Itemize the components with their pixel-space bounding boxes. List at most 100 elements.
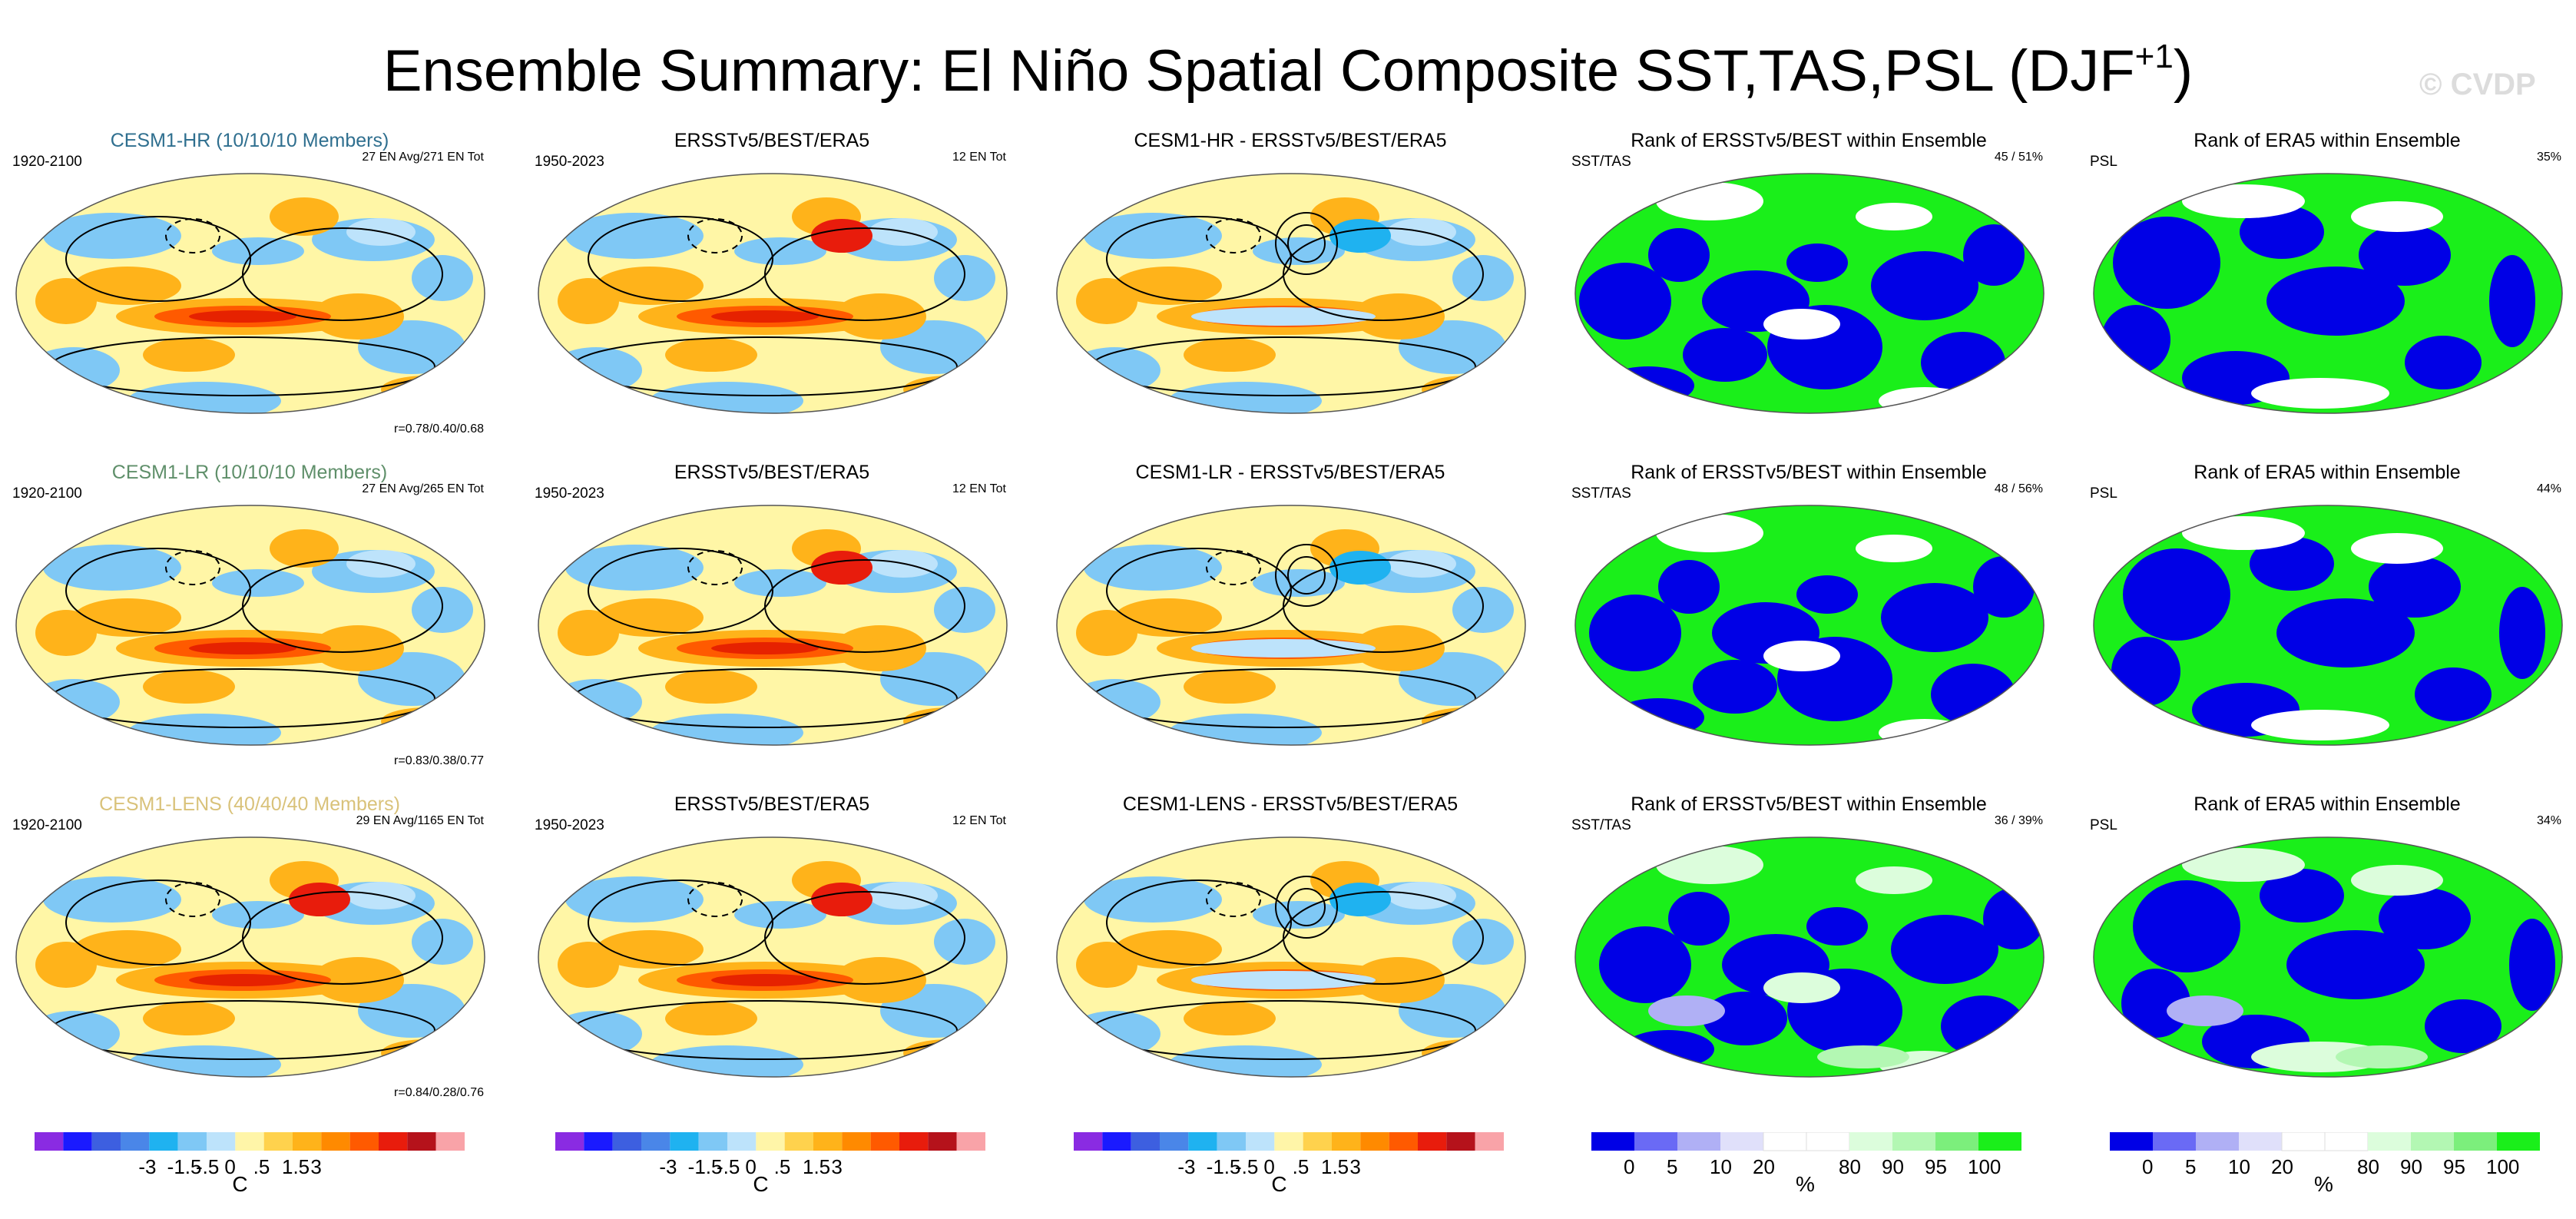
- cool-anomaly: [1084, 876, 1222, 923]
- rank-light-region: [2167, 995, 2243, 1026]
- colorbar-swatch: [379, 1132, 408, 1151]
- colorbar-tick-label: 5: [1667, 1155, 1678, 1178]
- warm-anomaly: [1184, 670, 1276, 704]
- rank-low-region: [1579, 263, 1671, 340]
- rank-light-region: [1648, 995, 1725, 1026]
- event-count: 12 EN Tot: [952, 482, 1006, 495]
- panel-rank_sst-row-1: Rank of ERSSTv5/BEST within Ensemble SST/…: [1559, 129, 2058, 452]
- colorbar-unit: %: [1796, 1172, 1815, 1196]
- colorbar-swatch: [435, 1132, 465, 1151]
- rank-light-region: [1817, 1045, 1909, 1068]
- north-american-anomaly: [811, 883, 872, 916]
- panel-title: Rank of ERSSTv5/BEST within Ensemble: [1631, 793, 1987, 815]
- diff-residual: [1191, 307, 1376, 326]
- colorbar-swatch: [555, 1132, 584, 1151]
- psl-contour: [1287, 224, 1326, 263]
- panel-title: ERSSTv5/BEST/ERA5: [674, 130, 870, 151]
- colorbar-tick-label: -3: [138, 1155, 157, 1178]
- rank-low-region: [1806, 907, 1868, 946]
- rank-low-region: [2286, 930, 2425, 999]
- warm-anomaly: [381, 376, 473, 403]
- rank-percent: 44%: [2536, 482, 2561, 495]
- rank-percent: 48 / 56%: [1994, 482, 2043, 495]
- event-count: 29 EN Avg/1165 EN Tot: [356, 814, 484, 827]
- colorbar-swatch: [2281, 1132, 2326, 1151]
- obs-map-1: [538, 173, 1008, 414]
- enso-warm-peak: [711, 642, 819, 654]
- colorbar-swatch: [928, 1132, 957, 1151]
- rank-low-region: [1881, 583, 1988, 652]
- diff-map-1: [1056, 173, 1526, 414]
- psl-contour: [65, 879, 251, 966]
- warm-anomaly: [1422, 1039, 1514, 1067]
- colorbar-swatch: [670, 1132, 699, 1151]
- colorbar-swatch: [2368, 1132, 2411, 1151]
- variable-label: SST/TAS: [1571, 154, 1631, 170]
- colorbar-swatch: [1131, 1132, 1160, 1151]
- rank-mid-region: [2351, 865, 2443, 896]
- watermark: © CVDP: [2419, 68, 2536, 101]
- rank-low-region: [2509, 919, 2555, 1011]
- colorbar-swatch: [1418, 1132, 1447, 1151]
- colorbar-swatch: [1074, 1132, 1103, 1151]
- colorbar-swatch: [1591, 1132, 1634, 1151]
- colorbar-swatch: [91, 1132, 121, 1151]
- colorbar-swatch: [321, 1132, 350, 1151]
- colorbar-swatch: [1806, 1132, 1850, 1151]
- year-range: 1920-2100: [12, 817, 82, 833]
- rank_psl-map-2: [2093, 505, 2563, 746]
- enso-warm-peak: [189, 310, 296, 323]
- psl-contour: [65, 548, 251, 634]
- pattern-correlation: r=0.83/0.38/0.77: [394, 754, 484, 767]
- panel-title: ERSSTv5/BEST/ERA5: [674, 462, 870, 483]
- colorbar-swatch: [698, 1132, 727, 1151]
- colorbar-swatch: [1274, 1132, 1303, 1151]
- colorbar-swatch: [727, 1132, 757, 1151]
- panel-title: ERSSTv5/BEST/ERA5: [674, 793, 870, 815]
- enso-warm-peak: [189, 974, 296, 986]
- warm-anomaly: [1076, 942, 1137, 988]
- panel-title: CESM1-HR (10/10/10 Members): [110, 130, 389, 151]
- obs-map-3: [538, 836, 1008, 1078]
- colorbar-tick-label: 1.5: [282, 1155, 310, 1178]
- colorbar-swatch: [784, 1132, 813, 1151]
- colorbar-tick-label: 90: [2400, 1155, 2422, 1178]
- psl-contour: [1283, 559, 1484, 653]
- colorbar-swatch: [1188, 1132, 1217, 1151]
- colorbar-swatch: [1446, 1132, 1475, 1151]
- cool-anomaly: [43, 545, 181, 591]
- colorbar-tick-label: 90: [1882, 1155, 1904, 1178]
- warm-anomaly: [270, 197, 339, 236]
- rank-low-region: [1648, 228, 1710, 282]
- year-range: 1920-2100: [12, 154, 82, 170]
- warm-anomaly: [665, 1002, 757, 1035]
- panel-title: Rank of ERA5 within Ensemble: [2194, 793, 2461, 815]
- colorbar-swatch: [121, 1132, 150, 1151]
- colorbar-tick-label: 80: [2357, 1155, 2379, 1178]
- rank-colorbar-4: 0 5 10 20 80 90 95 100%: [1591, 1132, 2021, 1196]
- rank-colorbar-5: 0 5 10 20 80 90 95 100%: [2110, 1132, 2540, 1196]
- rank-low-region: [2121, 969, 2190, 1038]
- rank-low-region: [1602, 366, 1694, 405]
- panel-obs-row-2: ERSSTv5/BEST/ERA5 1950-2023 12 EN Tot: [522, 461, 1021, 783]
- colorbar-tick-label: -.5: [1235, 1155, 1259, 1178]
- psl-contour: [1275, 212, 1338, 275]
- rank-low-region: [1931, 664, 2015, 725]
- rank-mid-region: [2351, 201, 2443, 232]
- enso-warm-peak: [189, 642, 296, 654]
- colorbar-tick-label: .5: [773, 1155, 791, 1178]
- variable-label: PSL: [2090, 817, 2117, 833]
- colorbar-tick-label: 3: [1349, 1155, 1361, 1178]
- warm-anomaly: [35, 942, 97, 988]
- event-count: 27 EN Avg/265 EN Tot: [362, 482, 484, 495]
- diff-map-3: [1056, 836, 1526, 1078]
- year-range: 1950-2023: [535, 485, 604, 502]
- rank-mid-region: [1879, 719, 1971, 745]
- rank-mid-region: [1763, 641, 1840, 671]
- warm-anomaly: [558, 942, 619, 988]
- colorbar-tick-label: 10: [1710, 1155, 1732, 1178]
- psl-negative-contour: [165, 882, 220, 917]
- rank-low-region: [1786, 243, 1848, 282]
- colorbar-tick-label: 0: [224, 1155, 236, 1178]
- colorbar-swatch: [63, 1132, 92, 1151]
